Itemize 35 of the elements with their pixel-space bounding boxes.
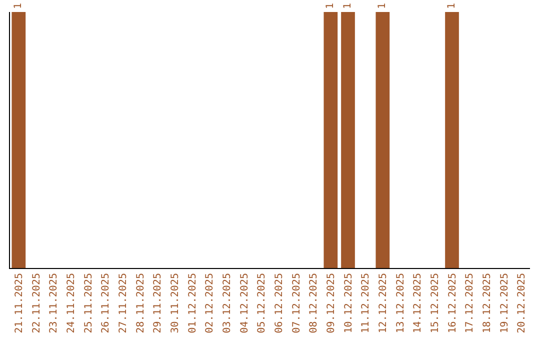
x-tick-label: 10.12.2025	[343, 273, 354, 334]
x-tick-label: 07.12.2025	[291, 273, 302, 334]
x-tick-label: 27.11.2025	[118, 273, 129, 334]
data-label: 1	[377, 2, 388, 9]
x-tick-label: 09.12.2025	[326, 273, 337, 334]
x-tick-label: 29.11.2025	[152, 273, 164, 334]
x-tick-label: 20.12.2025	[516, 273, 528, 334]
x-tick-label: 08.12.2025	[308, 273, 320, 334]
x-tick-label: 19.12.2025	[499, 273, 510, 334]
x-tick-label: 03.12.2025	[222, 273, 233, 334]
data-label: 1	[446, 2, 458, 9]
data-label: 1	[325, 2, 336, 9]
x-tick-label: 24.11.2025	[66, 273, 77, 334]
x-tick-label: 06.12.2025	[274, 273, 285, 334]
x-tick-label: 05.12.2025	[256, 273, 268, 334]
x-tick-label: 14.12.2025	[412, 273, 424, 334]
x-tick-label: 18.12.2025	[482, 273, 493, 334]
x-tick-label: 16.12.2025	[447, 273, 458, 334]
x-tick-label: 23.11.2025	[48, 273, 60, 334]
x-tick-label: 13.12.2025	[395, 273, 406, 334]
x-tick-label: 04.12.2025	[239, 273, 250, 334]
data-label: 1	[342, 2, 354, 9]
x-tick-label: 15.12.2025	[430, 273, 441, 334]
x-tick-label: 25.11.2025	[83, 273, 94, 334]
x-tick-label: 17.12.2025	[464, 273, 476, 334]
x-tick-label: 28.11.2025	[135, 273, 146, 334]
x-tick-label: 11.12.2025	[360, 273, 372, 334]
x-tick-label: 02.12.2025	[204, 273, 216, 334]
x-tick-label: 26.11.2025	[100, 273, 112, 334]
x-tick-label: 21.11.2025	[14, 273, 25, 334]
x-tick-label: 01.12.2025	[187, 273, 198, 334]
x-tick-label: 12.12.2025	[378, 273, 389, 334]
x-tick-label: 30.11.2025	[170, 273, 181, 334]
data-label: 1	[13, 2, 24, 9]
x-tick-label: 22.11.2025	[31, 273, 42, 334]
